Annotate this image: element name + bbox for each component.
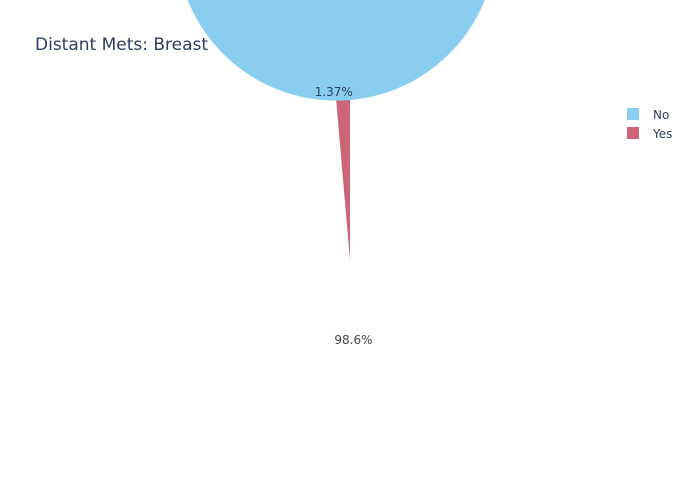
pie-slice-yes[interactable]: [336, 100, 350, 260]
slice-label-yes: 1.37%: [315, 85, 353, 99]
legend-item-yes[interactable]: Yes: [627, 127, 672, 141]
legend-item-no[interactable]: No: [627, 108, 669, 122]
pie-slice-no[interactable]: [176, 0, 496, 260]
legend-swatch-yes: [627, 127, 639, 139]
slice-label-no: 98.6%: [334, 333, 372, 347]
legend-label-yes: Yes: [652, 127, 672, 141]
chart-title: Distant Mets: Breast: [35, 35, 208, 55]
legend-label-no: No: [653, 108, 669, 122]
pie: 98.6% 1.37%: [176, 0, 496, 347]
legend-swatch-no: [627, 108, 639, 120]
legend: No Yes: [627, 108, 672, 141]
